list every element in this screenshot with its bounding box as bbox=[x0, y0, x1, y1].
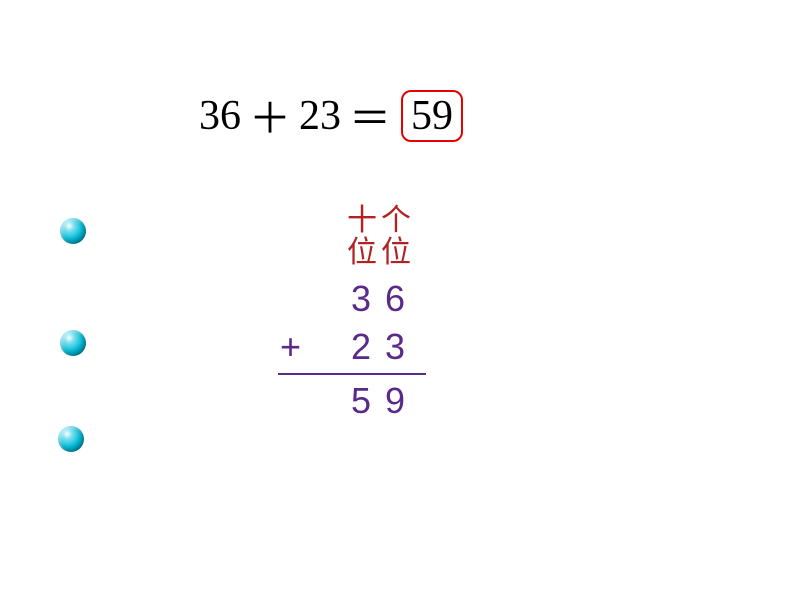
bullet-icon bbox=[58, 426, 84, 452]
equals-sign: ＝ bbox=[349, 85, 391, 146]
row2-tens: 2 bbox=[344, 326, 378, 368]
tens-label-top: 十 bbox=[345, 205, 379, 237]
bullet-icon bbox=[60, 330, 86, 356]
row1-tens: 3 bbox=[344, 278, 378, 320]
answer-box: 59 bbox=[401, 90, 463, 142]
vertical-addition: 3 6 + 2 3 5 9 bbox=[280, 275, 426, 425]
addend-row-1: 3 6 bbox=[280, 275, 426, 323]
sum-tens: 5 bbox=[344, 380, 378, 422]
operand-2: 23 bbox=[299, 92, 341, 140]
place-value-labels: 十 个 位 位 bbox=[345, 205, 413, 268]
operator-plus: ＋ bbox=[249, 85, 291, 146]
equation-result: 59 bbox=[411, 93, 453, 139]
sum-row: 5 9 bbox=[280, 377, 426, 425]
bullet-icon bbox=[60, 218, 86, 244]
horizontal-equation: 36 ＋ 23 ＝ 59 bbox=[195, 85, 463, 146]
row2-ones: 3 bbox=[378, 326, 412, 368]
plus-operator: + bbox=[280, 326, 312, 368]
operand-1: 36 bbox=[199, 92, 241, 140]
row1-ones: 6 bbox=[378, 278, 412, 320]
ones-label-top: 个 bbox=[379, 205, 413, 237]
ones-label-bottom: 位 bbox=[379, 237, 413, 269]
sum-ones: 9 bbox=[378, 380, 412, 422]
addend-row-2: + 2 3 bbox=[280, 323, 426, 371]
tens-label-bottom: 位 bbox=[345, 237, 379, 269]
addition-line bbox=[278, 373, 426, 375]
